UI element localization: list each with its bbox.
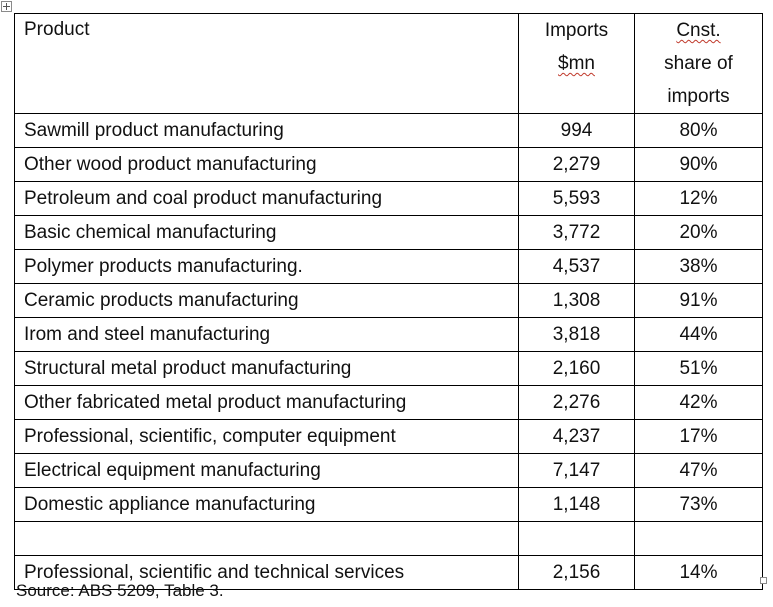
table-row: Irom and steel manufacturing 3,818 44%	[14, 317, 763, 352]
empty-cell[interactable]	[518, 521, 635, 556]
imports-cell[interactable]: 5,593	[518, 181, 635, 216]
imports-cell[interactable]: 4,537	[518, 249, 635, 284]
share-cell[interactable]: 12%	[634, 181, 763, 216]
header-imports-line1: Imports	[544, 20, 609, 41]
imports-cell[interactable]: 3,772	[518, 215, 635, 250]
share-cell[interactable]: 90%	[634, 147, 763, 182]
share-cell[interactable]: 80%	[634, 113, 763, 148]
table-resize-handle[interactable]	[760, 577, 767, 584]
share-cell[interactable]: 42%	[634, 385, 763, 420]
table-header-row: Product Imports $mn Cnst. share of impor…	[14, 13, 763, 114]
table-row: Domestic appliance manufacturing 1,148 7…	[14, 487, 763, 522]
share-cell[interactable]: 38%	[634, 249, 763, 284]
footer-imports-cell[interactable]: 2,156	[518, 555, 635, 590]
table-row: Polymer products manufacturing. 4,537 38…	[14, 249, 763, 284]
imports-cell[interactable]: 1,308	[518, 283, 635, 318]
empty-cell[interactable]	[634, 521, 763, 556]
footer-product-cell[interactable]: Professional, scientific and technical s…	[14, 555, 519, 590]
product-cell[interactable]: Polymer products manufacturing.	[14, 249, 519, 284]
header-imports[interactable]: Imports $mn	[518, 13, 635, 114]
imports-cell[interactable]: 4,237	[518, 419, 635, 454]
imports-cell[interactable]: 7,147	[518, 453, 635, 488]
imports-table: Product Imports $mn Cnst. share of impor…	[14, 13, 763, 590]
header-share-line3: imports	[667, 86, 730, 107]
product-cell[interactable]: Other wood product manufacturing	[14, 147, 519, 182]
footer-share-cell[interactable]: 14%	[634, 555, 763, 590]
table-row: Basic chemical manufacturing 3,772 20%	[14, 215, 763, 250]
table-row: Sawmill product manufacturing 994 80%	[14, 113, 763, 148]
table-row: Ceramic products manufacturing 1,308 91%	[14, 283, 763, 318]
product-cell[interactable]: Irom and steel manufacturing	[14, 317, 519, 352]
product-cell[interactable]: Petroleum and coal product manufacturing	[14, 181, 519, 216]
imports-cell[interactable]: 1,148	[518, 487, 635, 522]
product-cell[interactable]: Electrical equipment manufacturing	[14, 453, 519, 488]
header-imports-line2: $mn	[558, 53, 595, 74]
share-cell[interactable]: 17%	[634, 419, 763, 454]
share-cell[interactable]: 44%	[634, 317, 763, 352]
share-cell[interactable]: 47%	[634, 453, 763, 488]
share-cell[interactable]: 51%	[634, 351, 763, 386]
table-row: Petroleum and coal product manufacturing…	[14, 181, 763, 216]
share-cell[interactable]: 73%	[634, 487, 763, 522]
table-move-handle[interactable]	[1, 1, 12, 12]
share-cell[interactable]: 91%	[634, 283, 763, 318]
blank-row	[14, 521, 763, 556]
header-product[interactable]: Product	[14, 13, 519, 114]
header-share[interactable]: Cnst. share of imports	[634, 13, 763, 114]
source-note: Source: ABS 5209, Table 3.	[16, 581, 224, 600]
imports-cell[interactable]: 2,160	[518, 351, 635, 386]
table-row: Other fabricated metal product manufactu…	[14, 385, 763, 420]
product-cell[interactable]: Sawmill product manufacturing	[14, 113, 519, 148]
footer-row: Professional, scientific and technical s…	[14, 555, 763, 590]
product-cell[interactable]: Basic chemical manufacturing	[14, 215, 519, 250]
product-cell[interactable]: Professional, scientific, computer equip…	[14, 419, 519, 454]
table-row: Structural metal product manufacturing 2…	[14, 351, 763, 386]
product-cell[interactable]: Structural metal product manufacturing	[14, 351, 519, 386]
imports-cell[interactable]: 2,279	[518, 147, 635, 182]
table-row: Professional, scientific, computer equip…	[14, 419, 763, 454]
header-share-line2: share of	[664, 53, 733, 74]
header-share-line1: Cnst.	[676, 20, 721, 41]
imports-cell[interactable]: 2,276	[518, 385, 635, 420]
empty-cell[interactable]	[14, 521, 519, 556]
table-row: Electrical equipment manufacturing 7,147…	[14, 453, 763, 488]
product-cell[interactable]: Ceramic products manufacturing	[14, 283, 519, 318]
product-cell[interactable]: Other fabricated metal product manufactu…	[14, 385, 519, 420]
table-row: Other wood product manufacturing 2,279 9…	[14, 147, 763, 182]
imports-cell[interactable]: 994	[518, 113, 635, 148]
header-product-label: Product	[24, 19, 90, 40]
imports-cell[interactable]: 3,818	[518, 317, 635, 352]
product-cell[interactable]: Domestic appliance manufacturing	[14, 487, 519, 522]
share-cell[interactable]: 20%	[634, 215, 763, 250]
